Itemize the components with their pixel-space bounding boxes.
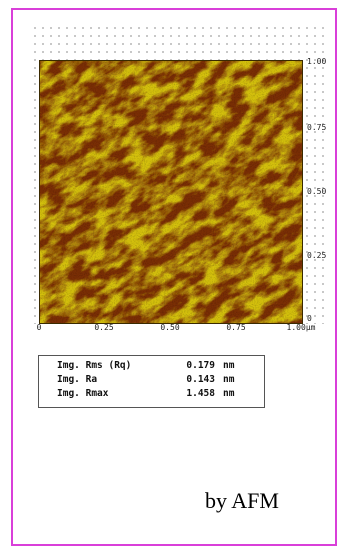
stats-row-rmax: Img. Rmax 1.458 nm bbox=[57, 387, 264, 401]
stat-name: Img. Ra bbox=[57, 374, 98, 385]
caption-text: by AFM bbox=[205, 488, 279, 513]
stat-value: 0.179 bbox=[186, 360, 215, 371]
y-tick-label: 0 bbox=[307, 314, 312, 323]
x-tick-label: 0 bbox=[36, 323, 42, 332]
x-tick-label: 0.75 bbox=[226, 323, 246, 332]
stat-name: Img. Rms (Rq) bbox=[57, 360, 132, 371]
x-tick-label: 0.25 bbox=[94, 323, 114, 332]
y-tick-label: 0.75 bbox=[307, 123, 327, 132]
y-tick-label: 1.00 bbox=[307, 57, 327, 66]
afm-texture bbox=[40, 61, 302, 323]
stats-row-rms: Img. Rms (Rq) 0.179 nm bbox=[57, 359, 264, 373]
stat-unit: nm bbox=[223, 388, 235, 399]
y-tick-label: 0.50 bbox=[307, 187, 327, 196]
stat-value: 1.458 bbox=[186, 388, 215, 399]
stat-name: Img. Rmax bbox=[57, 388, 109, 399]
afm-topography-image bbox=[39, 60, 303, 324]
roughness-stats-box: Img. Rms (Rq) 0.179 nm Img. Ra 0.143 nm … bbox=[38, 355, 265, 408]
x-tick-label: 0.50 bbox=[160, 323, 180, 332]
stat-value: 0.143 bbox=[186, 374, 215, 385]
stat-unit: nm bbox=[223, 360, 235, 371]
stats-row-ra: Img. Ra 0.143 nm bbox=[57, 373, 264, 387]
y-tick-label: 0.25 bbox=[307, 251, 327, 260]
stat-unit: nm bbox=[223, 374, 235, 385]
x-tick-label: 1.00µm bbox=[286, 323, 316, 332]
